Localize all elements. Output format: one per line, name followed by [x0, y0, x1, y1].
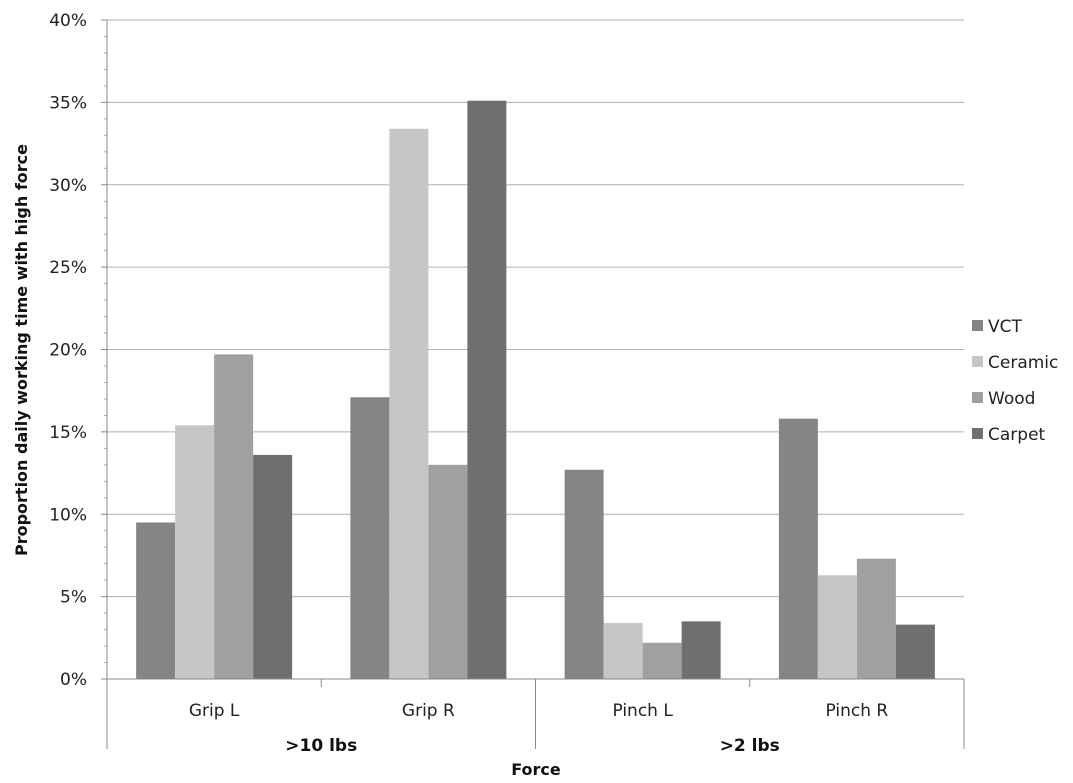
legend-swatch [972, 320, 983, 331]
y-tick-label: 35% [49, 93, 87, 113]
legend-item-carpet: Carpet [972, 425, 1046, 445]
x-category-label: Pinch L [612, 701, 673, 721]
legend-label: Ceramic [988, 353, 1058, 373]
bar-wood-pinch-r [856, 558, 896, 679]
y-tick-labels: 0% 5% 10% 15% 20% 25% 30% 35% 40% [49, 11, 87, 690]
x-axis-title: Force [511, 760, 561, 779]
bar-wood-grip-r [428, 464, 468, 679]
bar-wood-pinch-l [642, 642, 682, 679]
legend: VCT Ceramic Wood Carpet [972, 317, 1058, 445]
bars [136, 100, 935, 680]
axes [101, 19, 965, 749]
legend-label: VCT [988, 317, 1022, 337]
legend-label: Carpet [988, 425, 1046, 445]
x-category-label: Pinch R [826, 701, 889, 721]
y-tick-label: 10% [49, 505, 87, 525]
x-category-labels: Grip L Grip R Pinch L Pinch R [189, 701, 889, 721]
legend-label: Wood [988, 389, 1035, 409]
bar-vct-pinch-l [564, 469, 604, 679]
y-tick-label: 40% [49, 11, 87, 31]
y-tick-label: 25% [49, 258, 87, 278]
legend-item-wood: Wood [972, 389, 1035, 409]
legend-swatch [972, 428, 983, 439]
legend-swatch [972, 356, 983, 367]
legend-swatch [972, 392, 983, 403]
bar-ceramic-grip-r [389, 128, 429, 680]
bar-carpet-grip-l [253, 454, 293, 679]
bar-carpet-grip-r [467, 100, 507, 680]
bar-ceramic-pinch-l [603, 622, 643, 679]
y-tick-label: 30% [49, 176, 87, 196]
x-group-label: >2 lbs [720, 736, 780, 756]
bar-carpet-pinch-l [681, 621, 721, 679]
bar-wood-grip-l [214, 354, 254, 679]
bar-vct-pinch-r [778, 418, 818, 679]
bar-vct-grip-r [350, 397, 390, 679]
bar-carpet-pinch-r [895, 624, 935, 679]
x-group-labels: >10 lbs >2 lbs [285, 736, 780, 756]
y-axis-title: Proportion daily working time with high … [12, 144, 31, 556]
bar-vct-grip-l [136, 522, 176, 679]
legend-item-ceramic: Ceramic [972, 353, 1058, 373]
x-category-label: Grip L [189, 701, 240, 721]
x-category-label: Grip R [402, 701, 455, 721]
y-tick-label: 0% [60, 670, 87, 690]
bar-ceramic-grip-l [175, 425, 215, 679]
bar-ceramic-pinch-r [817, 575, 857, 679]
legend-item-vct: VCT [972, 317, 1022, 337]
x-group-label: >10 lbs [285, 736, 357, 756]
y-tick-label: 5% [60, 588, 87, 608]
y-tick-label: 20% [49, 341, 87, 361]
y-tick-label: 15% [49, 423, 87, 443]
